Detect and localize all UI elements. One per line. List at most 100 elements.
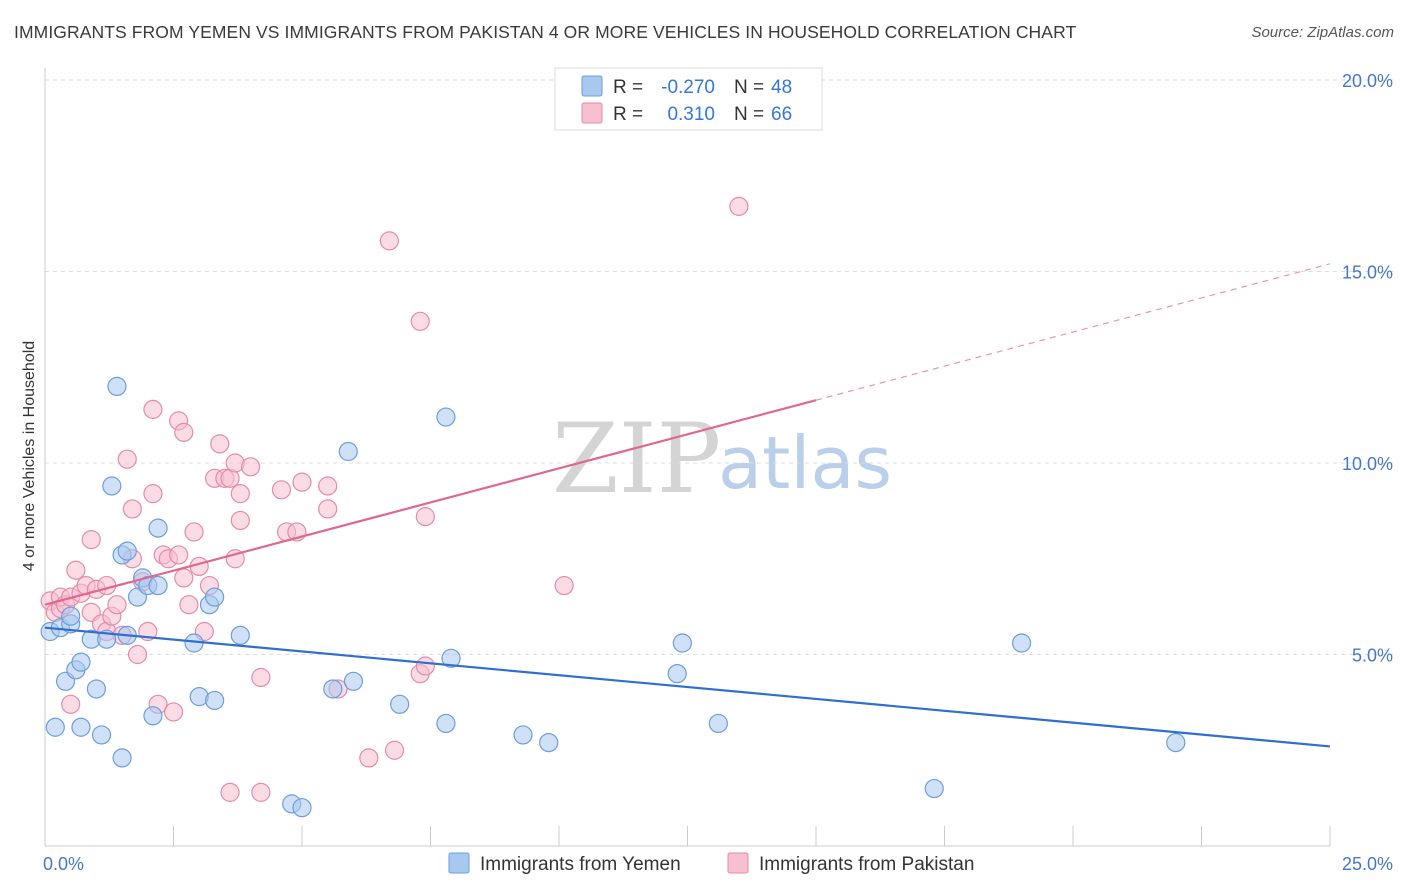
yemen-point [513, 725, 533, 745]
pakistan-point [169, 545, 189, 565]
series-yemen-points [40, 376, 1186, 818]
yemen-point [71, 717, 91, 737]
pakistan-point [729, 196, 749, 216]
pakistan-point [554, 575, 574, 596]
yemen-point [230, 625, 250, 645]
yemen-point [1166, 732, 1186, 753]
pakistan-point [359, 748, 379, 768]
pakistan-point [122, 499, 142, 519]
yemen-point [1011, 633, 1032, 653]
pakistan-point [271, 480, 292, 500]
yemen-point [667, 664, 687, 684]
yemen-point [148, 575, 168, 596]
pakistan-point [318, 476, 338, 496]
legend-r-value-yemen: -0.270 [661, 77, 715, 98]
yemen-point [112, 748, 132, 768]
y-tick-label: 5.0% [1352, 646, 1393, 666]
pakistan-point [415, 507, 435, 527]
legend-swatch-pakistan [581, 102, 603, 124]
yemen-point [71, 652, 91, 672]
pakistan-point [127, 644, 148, 665]
yemen-point [86, 679, 107, 699]
chart-title: IMMIGRANTS FROM YEMEN VS IMMIGRANTS FROM… [14, 22, 1077, 42]
trend-lines [44, 263, 1331, 748]
yemen-trend [44, 626, 1331, 748]
bottom-legend-swatch-yemen [448, 852, 470, 874]
pakistan-point [379, 231, 399, 251]
yemen-point [117, 541, 137, 561]
legend-r-label-pakistan: R = [613, 104, 643, 125]
yemen-point [343, 671, 363, 691]
pakistan-point [384, 740, 405, 760]
yemen-point [436, 407, 456, 427]
chart-source: Source: ZipAtlas.com [1251, 24, 1394, 41]
x-tick-label-min: 0.0% [43, 854, 84, 874]
pakistan-point [143, 399, 163, 419]
pakistan-trend-extension [815, 263, 1331, 401]
yemen-point [205, 690, 225, 711]
pakistan-point [66, 560, 86, 580]
pakistan-point [220, 782, 240, 802]
legend-r-label-yemen: R = [613, 77, 643, 98]
yemen-point [390, 694, 410, 714]
yemen-point [924, 778, 944, 799]
pakistan-point [241, 457, 261, 477]
y-axis-label: 4 or more Vehicles in Household [21, 341, 38, 571]
yemen-point [61, 606, 81, 626]
yemen-point [107, 376, 127, 396]
legend-swatch-yemen [581, 75, 603, 97]
pakistan-point [415, 656, 435, 676]
bottom-legend-label-yemen: Immigrants from Yemen [480, 854, 681, 875]
pakistan-point [292, 472, 312, 492]
pakistan-point [107, 595, 127, 615]
yemen-point [708, 713, 728, 734]
yemen-point [539, 732, 559, 753]
pakistan-trend [44, 399, 817, 606]
y-tick-label: 20.0% [1342, 71, 1393, 91]
pakistan-point [318, 499, 338, 519]
pakistan-point [117, 449, 137, 469]
legend-n-value-yemen: 48 [771, 77, 792, 98]
pakistan-point [230, 510, 250, 531]
legend-n-label-yemen: N = [734, 77, 764, 98]
pakistan-point [179, 595, 199, 615]
yemen-point [338, 441, 358, 462]
pakistan-point [410, 311, 430, 331]
y-tick-labels: 5.0% 10.0% 15.0% 20.0% [1342, 71, 1393, 666]
y-tick-label: 15.0% [1342, 263, 1393, 283]
y-tick-label: 10.0% [1342, 454, 1393, 474]
yemen-point [292, 798, 312, 818]
yemen-point [91, 725, 112, 745]
series-legend: Immigrants from Yemen Immigrants from Pa… [448, 852, 974, 875]
yemen-point [323, 679, 343, 699]
yemen-point [441, 648, 461, 668]
pakistan-point [251, 667, 271, 688]
x-axis-ticks [44, 826, 1331, 846]
legend-n-label-pakistan: N = [734, 104, 764, 125]
watermark-zip: ZIP [552, 403, 721, 515]
pakistan-point [174, 568, 194, 588]
pakistan-point [210, 434, 230, 454]
yemen-point [45, 717, 65, 737]
bottom-legend-swatch-pakistan [727, 852, 749, 874]
pakistan-point [230, 484, 250, 504]
pakistan-point [81, 529, 101, 550]
yemen-point [143, 706, 163, 726]
yemen-point [205, 587, 225, 607]
yemen-point [672, 633, 692, 653]
pakistan-point [61, 694, 81, 714]
bottom-legend-label-pakistan: Immigrants from Pakistan [759, 854, 974, 875]
legend-n-value-pakistan: 66 [771, 104, 792, 125]
pakistan-point [163, 702, 184, 722]
pakistan-point [225, 549, 245, 569]
correlation-legend: R = -0.270 N = 48 R = 0.310 N = 66 [554, 67, 823, 131]
x-tick-label-max: 25.0% [1342, 854, 1393, 874]
legend-r-value-pakistan: 0.310 [667, 104, 715, 125]
yemen-point [102, 476, 122, 496]
pakistan-point [143, 484, 163, 504]
pakistan-point [184, 522, 204, 542]
pakistan-point [174, 422, 194, 442]
grid-lines [45, 79, 1393, 655]
yemen-point [436, 713, 456, 734]
